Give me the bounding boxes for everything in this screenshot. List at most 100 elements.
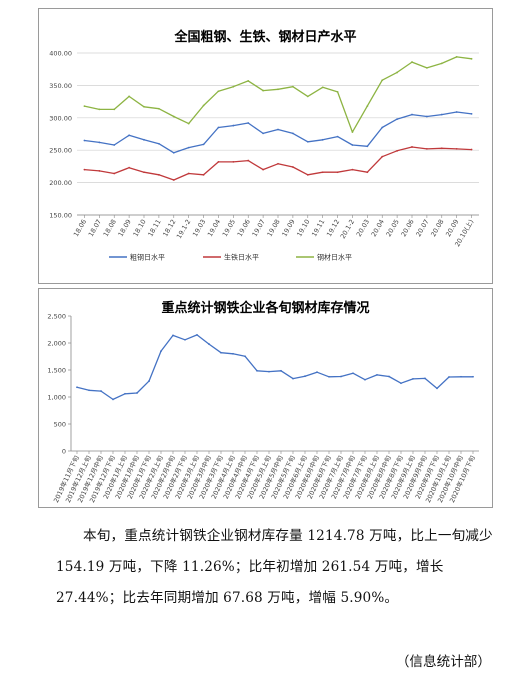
x-tick-label: 18.11 [146,218,162,238]
data-point [232,124,235,127]
data-point [364,378,366,381]
data-point [157,173,160,176]
legend-label: 生铁日水平 [224,253,259,262]
data-point [268,370,270,373]
data-point [98,141,101,144]
legend-label: 粗钢日水平 [130,253,165,262]
data-point [202,143,205,146]
y-tick-label: 150.00 [49,212,72,220]
y-tick-label: 400.00 [49,50,72,58]
series-line [76,334,473,401]
data-point [440,147,443,150]
data-point [148,380,150,382]
data-point [351,131,354,133]
data-point [411,146,413,148]
y-tick-label: 350.00 [49,82,72,90]
data-point [352,372,354,375]
data-point [100,390,102,392]
data-point [366,145,369,148]
data-point [381,155,384,158]
daily-output-chart: 全国粗钢、生铁、钢材日产水平 150.00 200.00 250.00 300.00 3… [38,8,493,284]
data-point [220,351,222,354]
data-point [277,88,279,91]
data-point [232,352,234,355]
data-point [351,144,354,146]
x-tick-label: 20.1-2 [339,218,356,240]
data-point [280,369,282,372]
data-point [143,105,145,108]
data-point [400,382,402,385]
x-tick-label: 20.07 [414,218,430,238]
data-point [316,371,318,374]
data-point [448,376,450,378]
data-point [336,90,339,93]
data-point [470,113,473,115]
data-point [411,113,413,116]
series-line [84,56,472,133]
data-point [376,373,378,376]
data-point [425,67,428,69]
data-point [306,140,309,143]
data-point [460,375,462,378]
data-point [396,118,399,120]
data-point [143,171,145,174]
data-point [98,170,101,172]
y-tick-label: 200.00 [49,179,72,187]
data-point [277,128,279,131]
data-point [172,151,175,154]
data-point [113,144,116,146]
data-point [321,138,324,141]
x-tick-label: 19.08 [265,218,281,238]
data-point [396,149,399,152]
data-point [366,105,369,108]
data-point [232,160,235,163]
data-point [388,375,390,378]
data-point [292,377,294,380]
data-point [187,122,190,125]
data-point [472,375,474,378]
y-tick-label: 250.00 [49,147,72,155]
x-tick-label: 20.06 [399,218,415,238]
data-point [83,139,86,142]
data-point [128,134,131,137]
data-point [202,104,205,107]
data-point [88,389,90,392]
x-tick-label: 19.03 [191,218,207,238]
data-point [202,173,205,176]
x-tick-label: 19.11 [310,218,326,238]
data-point [277,162,279,165]
data-point [424,377,426,380]
data-point [336,135,339,138]
x-tick-label: 20.03 [355,218,371,238]
data-point [247,79,250,82]
data-point [306,95,309,98]
data-point [366,171,369,174]
data-point [160,350,162,352]
data-point [411,61,413,63]
chart1-title: 全国粗钢、生铁、钢材日产水平 [174,30,357,45]
x-tick-label: 20.05 [385,218,401,238]
data-point [304,375,306,378]
y-tick-label: 300.00 [49,114,72,122]
chart1-plot: 150.00 200.00 250.00 300.00 350.00 400.00 18.0… [49,50,479,262]
y-tick-label: 0 [62,448,66,456]
data-point [113,108,116,111]
data-point [291,166,294,168]
inventory-summary-paragraph: 本旬，重点统计钢铁企业钢材库存量 1214.78 万吨，比上一旬减少 154.1… [56,528,493,606]
x-tick-label: 20.08 [429,218,445,238]
data-point [247,122,250,124]
data-point [76,386,78,389]
data-point [328,375,330,378]
data-point [291,85,294,88]
data-point [425,148,428,150]
data-point [396,71,399,74]
data-point [381,79,384,82]
chart2-plot: 05001,0001,5002,0002,5002019年11月下旬2019年1… [47,313,479,504]
data-point [184,338,186,341]
data-point [172,115,175,118]
y-tick-label: 2,500 [47,313,66,321]
data-point [306,173,309,176]
data-point [143,138,145,141]
x-tick-label: 19.10 [295,218,311,238]
data-point [83,168,86,171]
